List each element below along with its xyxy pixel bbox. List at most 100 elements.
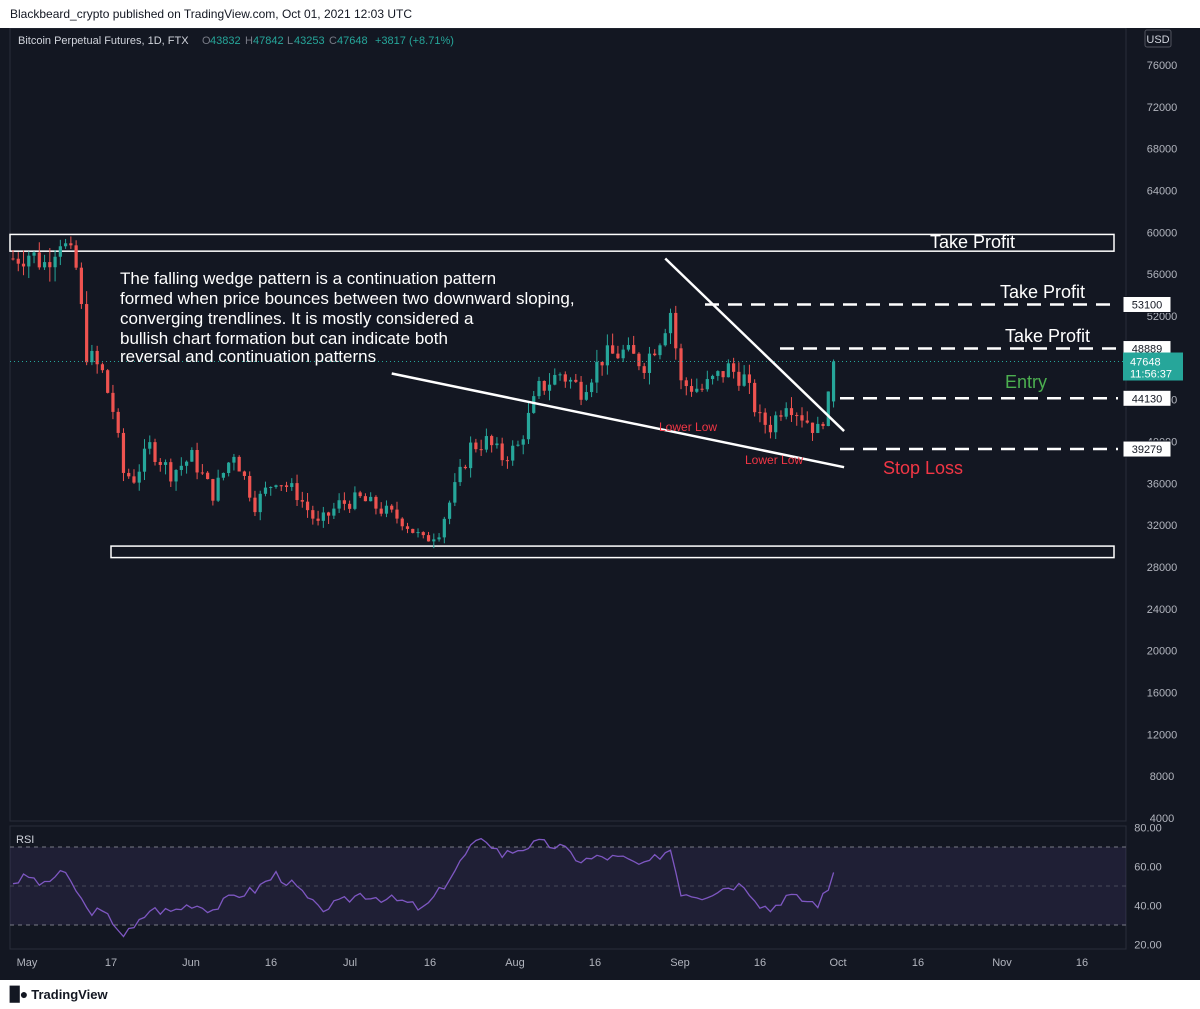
candle-body [395, 509, 399, 519]
candle-body [95, 350, 99, 365]
annotation-line: converging trendlines. It is mostly cons… [120, 309, 474, 328]
candle-body [574, 379, 578, 382]
y-tick-label: 36000 [1147, 478, 1178, 490]
candle-body [600, 361, 604, 366]
price-chart[interactable]: 7600072000680006400060000560005200048000… [0, 28, 1200, 980]
candle-body [763, 412, 767, 425]
candle-body [311, 510, 315, 519]
lower-low-label: Lower Low [659, 420, 717, 434]
x-tick-label: Aug [505, 957, 525, 969]
candle-body [248, 475, 252, 498]
currency-label: USD [1146, 34, 1169, 46]
candle-body [458, 466, 462, 483]
candle-body [810, 422, 815, 433]
zone-box [9, 233, 1115, 252]
tradingview-logo-icon: ▉● [10, 986, 28, 1002]
wedge-lower-trendline [391, 372, 845, 469]
candle-body [58, 246, 62, 257]
candle-body [153, 442, 157, 462]
candle-body [279, 485, 283, 487]
level-price-value: 39279 [1132, 444, 1163, 456]
candle-body [263, 487, 268, 494]
chart-title: Bitcoin Perpetual Futures, 1D, FTX [18, 35, 189, 47]
candle-body [705, 379, 709, 390]
rsi-layer [12, 837, 835, 938]
x-tick-label: May [17, 957, 38, 969]
ohlc-change: +3817 (+8.71%) [375, 35, 454, 47]
candle-body [132, 476, 136, 483]
candle-body [421, 532, 425, 536]
candle-body [321, 512, 325, 521]
candle-body [85, 304, 89, 363]
candle-body [505, 460, 510, 462]
y-tick-label: 20000 [1147, 646, 1178, 658]
stop-loss-label: Stop Loss [883, 458, 963, 478]
last-price-badge [1123, 352, 1183, 381]
tradingview-logo[interactable]: ▉● TradingView [10, 986, 108, 1003]
candle-body [716, 371, 720, 376]
candle-body [148, 442, 152, 449]
x-tick-label: Oct [829, 957, 846, 969]
y-tick-label: 60000 [1147, 227, 1178, 239]
candle-body [611, 345, 615, 354]
candle-body [206, 472, 210, 480]
brand-name: TradingView [31, 987, 108, 1002]
x-tick-label: 16 [589, 957, 601, 969]
y-tick-label: 4000 [1150, 813, 1174, 825]
candle-body [137, 471, 141, 483]
ohlc-o-key: O [202, 35, 211, 47]
lower-low-label: Lower Low [745, 453, 803, 467]
candle-body [106, 370, 110, 393]
rsi-tick-label: 60.00 [1134, 862, 1162, 874]
candle-body [710, 375, 715, 380]
candle-body [590, 382, 594, 393]
rsi-tick-label: 20.00 [1134, 940, 1162, 952]
candle-countdown: 11:56:37 [1130, 369, 1172, 381]
candle-body [221, 472, 225, 478]
candle-body [553, 374, 557, 385]
candle-body [584, 392, 588, 400]
candle-body [700, 388, 704, 390]
candle-body [616, 353, 620, 359]
axes-layer: 7600072000680006400060000560005200048000… [17, 60, 1183, 969]
y-tick-label: 28000 [1147, 562, 1178, 574]
rsi-line [12, 837, 835, 938]
ohlc-c-value: 47648 [337, 35, 368, 47]
ohlc-l-value: 43253 [294, 35, 325, 47]
ohlc-h-value: 47842 [253, 35, 284, 47]
candle-body [805, 420, 809, 423]
candle-body [490, 436, 494, 446]
ohlc-o-value: 43832 [210, 35, 241, 47]
annotation-line: reversal and continuation patterns [120, 347, 376, 366]
candle-body [111, 392, 115, 412]
candle-body [437, 537, 441, 540]
y-tick-label: 16000 [1147, 688, 1178, 700]
take-profit-zone-label: Take Profit [930, 232, 1015, 252]
candle-body [826, 391, 830, 427]
candle-body [179, 465, 183, 470]
candle-body [516, 444, 520, 446]
x-tick-label: Jul [343, 957, 357, 969]
candle-body [390, 505, 394, 510]
rsi-band-fill [10, 847, 1126, 925]
candle-body [626, 345, 631, 350]
candle-body [258, 493, 262, 513]
candle-body [463, 466, 467, 469]
candle-body [100, 364, 105, 371]
rsi-tick-label: 80.00 [1134, 823, 1162, 835]
candle-body [647, 353, 652, 373]
candle-body [774, 415, 778, 433]
candle-body [526, 412, 531, 440]
candle-body [332, 508, 336, 516]
candle-body [663, 333, 667, 346]
annotation-line: The falling wedge pattern is a continuat… [120, 269, 496, 288]
ohlc-l-key: L [287, 35, 293, 47]
candle-body [474, 442, 478, 450]
candle-body [211, 479, 215, 501]
candle-body [64, 243, 68, 247]
currency-badge[interactable] [1144, 29, 1172, 48]
candle-body [190, 450, 194, 462]
level-price-badge [1122, 440, 1172, 458]
candle-body [158, 461, 162, 465]
